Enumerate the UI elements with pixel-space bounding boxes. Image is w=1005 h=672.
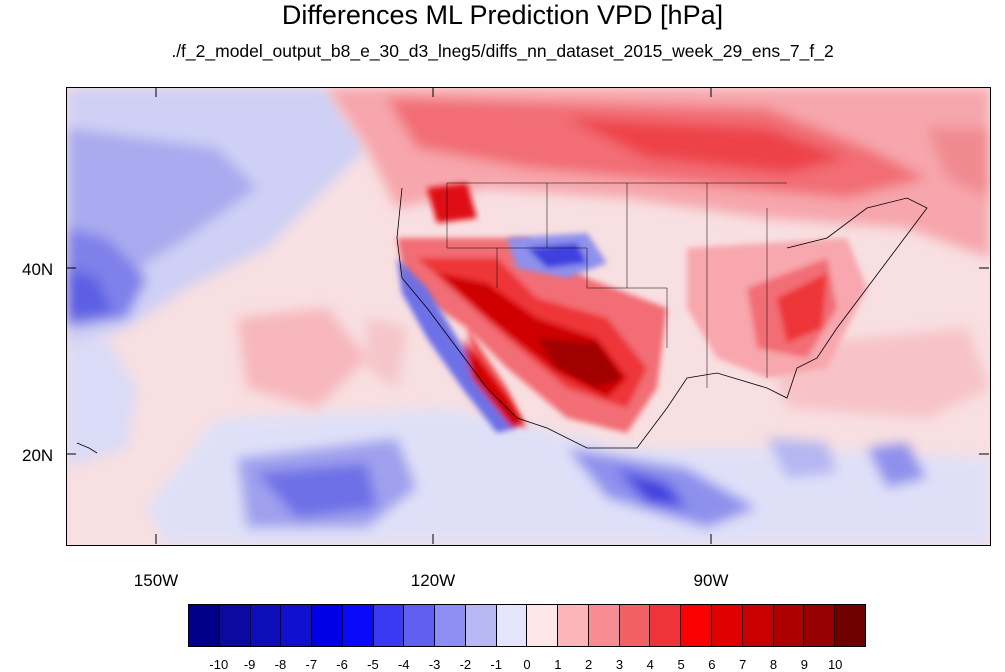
colorbar-tick-label: 8 bbox=[769, 657, 778, 672]
colorbar-swatch bbox=[281, 605, 313, 646]
colorbar-tick-label: 5 bbox=[677, 657, 685, 672]
colorbar-tick-label: -2 bbox=[459, 657, 472, 672]
colorbar-swatch bbox=[404, 605, 436, 646]
colorbar-swatch bbox=[496, 605, 528, 646]
colorbar-swatch bbox=[650, 605, 682, 646]
colorbar-swatch bbox=[773, 605, 805, 646]
lon-label-120w: 120W bbox=[410, 571, 456, 590]
lat-label-20n: 20N bbox=[22, 446, 54, 465]
colorbar-tick-label: -4 bbox=[397, 657, 410, 672]
colorbar-tick-label: 1 bbox=[554, 657, 562, 672]
colorbar-swatch bbox=[435, 605, 466, 646]
colorbar-swatch bbox=[558, 605, 589, 646]
colorbar-swatch bbox=[465, 605, 497, 646]
colorbar-swatch bbox=[835, 605, 865, 646]
vpd-difference-field bbox=[67, 88, 990, 545]
colorbar-tick-label: -6 bbox=[336, 657, 348, 672]
colorbar-tick-label: 10 bbox=[827, 657, 843, 672]
lat-label-40n: 40N bbox=[22, 260, 54, 279]
pacific-negative-anomaly bbox=[67, 88, 367, 468]
central-plains-negative bbox=[507, 233, 607, 278]
coastlines bbox=[76, 182, 928, 454]
colorbar-tick-label: -7 bbox=[305, 657, 318, 672]
colorbar-tick-label: -10 bbox=[209, 657, 229, 672]
colorbar-tick-label: 2 bbox=[585, 657, 593, 672]
colorbar-swatch bbox=[804, 605, 836, 646]
lon-label-90w: 90W bbox=[693, 571, 729, 590]
colorbar-tick-label: -9 bbox=[243, 657, 256, 672]
lon-label-150w: 150W bbox=[133, 571, 179, 590]
map-panel bbox=[66, 87, 991, 546]
colorbar-tick-label: 4 bbox=[646, 657, 654, 672]
colorbar-swatch bbox=[712, 605, 743, 646]
colorbar bbox=[188, 604, 866, 647]
colorbar-swatch bbox=[312, 605, 343, 646]
colorbar-swatch bbox=[619, 605, 651, 646]
eastern-us-positive bbox=[687, 238, 867, 378]
colorbar-swatch bbox=[742, 605, 774, 646]
colorbar-swatch bbox=[681, 605, 713, 646]
colorbar-tick-label: 3 bbox=[615, 657, 624, 672]
southwest-positive-anomaly bbox=[397, 183, 667, 433]
colorbar-swatch bbox=[588, 605, 620, 646]
colorbar-swatch bbox=[373, 605, 405, 646]
canada-positive-anomaly bbox=[327, 88, 990, 258]
colorbar-tick-label: 7 bbox=[739, 657, 747, 672]
colorbar-swatch bbox=[527, 605, 559, 646]
colorbar-swatch bbox=[250, 605, 282, 646]
colorbar-tick-label: -1 bbox=[490, 657, 502, 672]
map-subtitle: ./f_2_model_output_b8_e_30_d3_lneg5/diff… bbox=[171, 41, 834, 61]
colorbar-tick-label: 0 bbox=[523, 657, 531, 672]
colorbar-tick-label: -5 bbox=[367, 657, 379, 672]
colorbar-tick-label: 6 bbox=[708, 657, 716, 672]
colorbar-tick-label: 9 bbox=[800, 657, 808, 672]
baja-coastal-negative bbox=[397, 258, 522, 433]
tropical-negative-anomaly bbox=[147, 408, 990, 545]
map-title: Differences ML Prediction VPD [hPa] bbox=[281, 0, 724, 30]
colorbar-tick-label: -8 bbox=[274, 657, 287, 672]
colorbar-swatch bbox=[219, 605, 251, 646]
colorbar-swatch bbox=[342, 605, 374, 646]
colorbar-tick-label: -3 bbox=[428, 657, 441, 672]
colorbar-swatch bbox=[189, 605, 220, 646]
